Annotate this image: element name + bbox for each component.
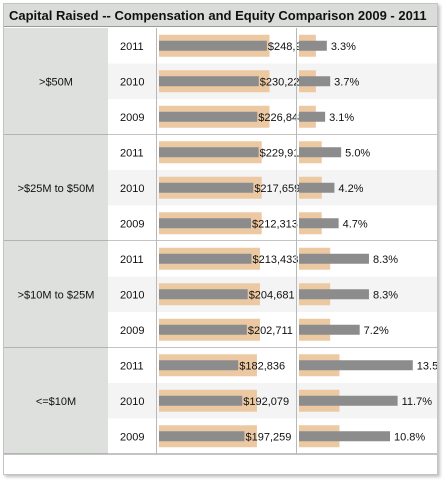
year-label: 2010: [120, 289, 144, 301]
group-cell: [4, 28, 108, 135]
compensation-bar: [159, 360, 239, 371]
year-label: 2010: [120, 396, 144, 408]
equity-bar: [299, 182, 335, 193]
equity-value: 4.2%: [338, 183, 363, 195]
compensation-bar: [159, 218, 252, 229]
equity-bar: [299, 395, 398, 406]
compensation-bar: [159, 253, 252, 264]
group-label: <=$10M: [36, 396, 76, 408]
equity-bar: [299, 147, 342, 158]
equity-value: 4.7%: [343, 218, 368, 230]
equity-bar: [299, 289, 369, 300]
compensation-value: $226,848: [258, 112, 304, 124]
compensation-value: $202,711: [248, 325, 293, 337]
compensation-value: $192,079: [243, 396, 289, 408]
year-label: 2009: [120, 325, 144, 337]
year-label: 2011: [120, 41, 144, 53]
compensation-value: $204,681: [249, 289, 295, 301]
compensation-bar: [159, 395, 243, 406]
equity-value: 5.0%: [345, 147, 370, 159]
compensation-value: $212,313: [252, 218, 298, 230]
chart-title: Capital Raised -- Compensation and Equit…: [4, 4, 437, 27]
compensation-bar: [159, 182, 254, 193]
group-cell: [4, 134, 108, 241]
equity-value: 7.2%: [364, 325, 389, 337]
group-label: >$10M to $25M: [18, 289, 95, 301]
equity-value: 3.3%: [331, 41, 356, 53]
equity-bar: [299, 431, 391, 442]
equity-value: 13.5%: [417, 360, 437, 372]
equity-bar: [299, 40, 327, 51]
compensation-value: $182,836: [239, 360, 285, 372]
equity-value: 3.7%: [334, 76, 359, 88]
equity-value: 8.3%: [373, 289, 398, 301]
year-label: 2011: [120, 254, 144, 266]
group-cell: [4, 347, 108, 454]
equity-bar: [299, 218, 339, 229]
equity-bar: [299, 324, 360, 335]
equity-value: 10.8%: [394, 431, 425, 443]
year-label: 2010: [120, 76, 144, 88]
group-label: >$50M: [39, 76, 73, 88]
group-label: >$25M to $50M: [18, 183, 95, 195]
year-label: 2009: [120, 218, 144, 230]
equity-value: 8.3%: [373, 254, 398, 266]
compensation-value: $197,259: [245, 431, 291, 443]
compensation-bar: [159, 431, 245, 442]
year-label: 2010: [120, 183, 144, 195]
equity-bar: [299, 111, 326, 122]
equity-bar: [299, 360, 413, 371]
compensation-value: $213,433: [252, 254, 298, 266]
compensation-bar: [159, 40, 267, 51]
compensation-bar: [159, 76, 259, 87]
year-label: 2009: [120, 112, 144, 124]
compensation-bar: [159, 111, 258, 122]
equity-bar: [299, 253, 369, 264]
compensation-bar: [159, 147, 259, 158]
year-label: 2009: [120, 431, 144, 443]
equity-bar: [299, 76, 331, 87]
compensation-value: $230,227: [260, 76, 306, 88]
equity-value: 3.1%: [329, 112, 354, 124]
compensation-value: $229,918: [260, 147, 306, 159]
year-label: 2011: [120, 147, 144, 159]
equity-value: 11.7%: [402, 396, 433, 408]
chart-frame: Capital Raised -- Compensation and Equit…: [3, 3, 438, 475]
compensation-bar: [159, 324, 247, 335]
group-cell: [4, 241, 108, 348]
compensation-value: $217,659: [254, 183, 300, 195]
compensation-bar: [159, 289, 248, 300]
year-label: 2011: [120, 360, 144, 372]
